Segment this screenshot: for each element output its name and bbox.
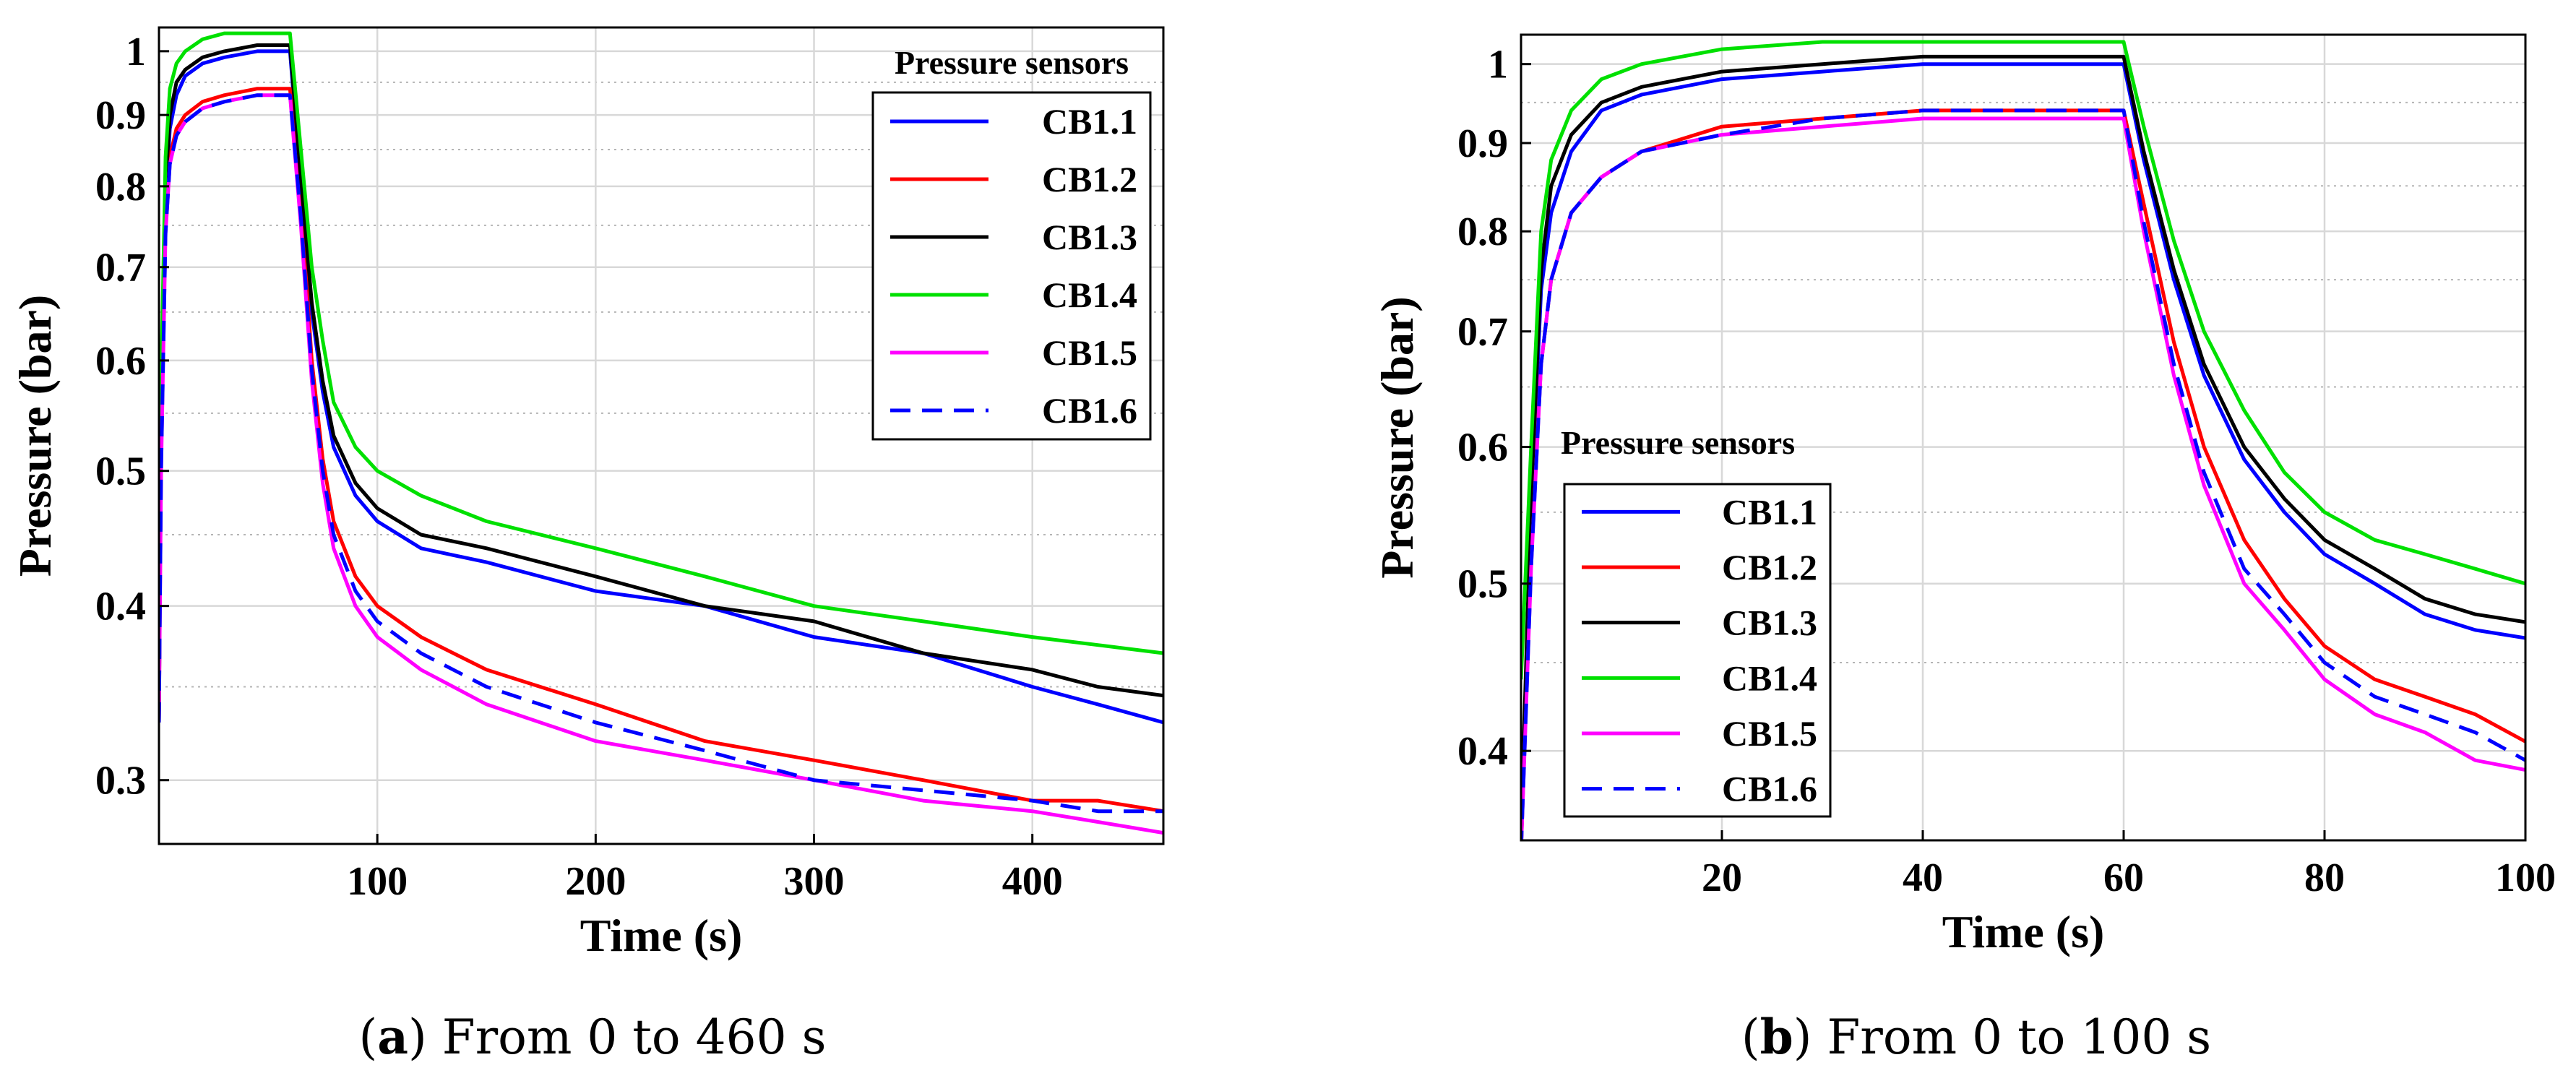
legend-entry: CB1.2 (1722, 547, 1817, 587)
series-line-CB1-4 (1521, 40, 2525, 680)
legend-title: Pressure sensors (895, 44, 1129, 81)
legend-box (871, 91, 1152, 441)
x-axis-label: Time (s) (1942, 906, 2105, 957)
legend-entry: CB1.2 (1042, 159, 1137, 199)
chart-panel-a: 100 200 300 400 0.3 0.4 0.5 0.6 0.7 0.8 0.9 1 Time (… (9, 26, 1165, 961)
x-tick-label: 100 (2495, 856, 2556, 900)
legend-entry: CB1.5 (1042, 332, 1137, 373)
series-line-CB1-4 (159, 31, 1163, 655)
y-tick-label: 0.7 (1457, 310, 1508, 355)
y-tick-label: 0.7 (95, 246, 146, 290)
series-line-CB1-3 (1521, 54, 2525, 830)
y-tick-label: 0.8 (95, 165, 146, 210)
y-tick-label: 0.5 (1457, 562, 1508, 607)
y-tick-label: 0.6 (1457, 426, 1508, 470)
y-tick-label: 1 (1488, 43, 1508, 87)
legend-entry: CB1.3 (1042, 217, 1137, 257)
y-tick-label: 0.9 (1457, 121, 1508, 166)
x-tick-label: 80 (2304, 856, 2345, 900)
y-tick-label: 0.5 (95, 449, 146, 494)
legend-entry: CB1.4 (1722, 658, 1817, 698)
x-tick-label: 20 (1702, 856, 1742, 900)
legend-entry: CB1.3 (1722, 603, 1817, 643)
series-line-CB1-3 (159, 43, 1163, 723)
axes-frame (1520, 33, 2527, 842)
series-line-CB1-1 (159, 49, 1163, 725)
legend-entry: CB1.1 (1722, 491, 1817, 532)
series-line-CB1-2 (159, 87, 1163, 814)
y-tick-label: 0.3 (95, 759, 146, 803)
x-tick-label: 200 (565, 859, 626, 904)
y-axis-label: Pressure (bar) (1371, 296, 1423, 578)
series-line-CB1-6 (1521, 108, 2525, 840)
y-tick-label: 0.6 (95, 339, 146, 384)
legend-entry: CB1.4 (1042, 275, 1137, 315)
legend-entry: CB1.5 (1722, 713, 1817, 754)
series-line-CB1-6 (159, 93, 1163, 814)
legend-box (1563, 483, 1832, 818)
legend-entry: CB1.6 (1722, 769, 1817, 809)
caption-a: (a) From 0 to 460 s (359, 1009, 827, 1065)
y-tick-label: 0.4 (1457, 729, 1508, 774)
legend-entry: CB1.6 (1042, 390, 1137, 431)
y-tick-label: 0.4 (95, 585, 146, 629)
y-axis-label: Pressure (bar) (9, 295, 61, 577)
series-line-CB1-1 (1521, 62, 2525, 840)
chart-panel-b: 20 40 60 80 100 0.4 0.5 0.6 0.7 0.8 0.9 1 Time (s) Pr… (1371, 33, 2556, 957)
legend-title: Pressure sensors (1561, 424, 1795, 461)
y-tick-label: 0.9 (95, 93, 146, 138)
axes-frame (158, 26, 1165, 845)
x-tick-label: 60 (2103, 856, 2144, 900)
caption-b: (b) From 0 to 100 s (1741, 1009, 2211, 1065)
x-tick-label: 400 (1002, 859, 1063, 904)
x-tick-label: 300 (784, 859, 845, 904)
x-tick-label: 100 (347, 859, 408, 904)
y-tick-label: 0.8 (1457, 210, 1508, 254)
x-axis-label: Time (s) (580, 910, 743, 961)
legend-entry: CB1.1 (1042, 101, 1137, 142)
x-tick-label: 40 (1903, 856, 1943, 900)
y-tick-label: 1 (126, 30, 146, 74)
